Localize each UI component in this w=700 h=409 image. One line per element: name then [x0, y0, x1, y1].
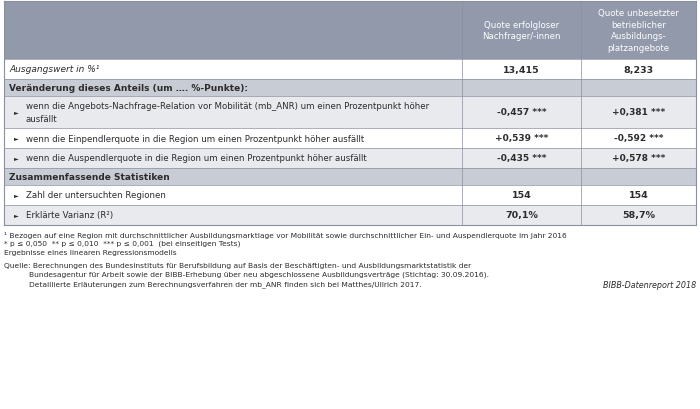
Text: Quelle: Berechnungen des Bundesinstituts für Berufsbildung auf Basis der Beschäf: Quelle: Berechnungen des Bundesinstituts…	[4, 262, 471, 268]
Bar	[4, 148, 696, 169]
Text: Erklärte Varianz (R²): Erklärte Varianz (R²)	[26, 211, 113, 220]
Text: BIBB-Datenreport 2018: BIBB-Datenreport 2018	[603, 280, 696, 289]
Bar	[4, 97, 696, 129]
Bar	[4, 169, 696, 186]
Text: wenn die Angebots-Nachfrage-Relation vor Mobilität (mb_ANR) um einen Prozentpunk: wenn die Angebots-Nachfrage-Relation vor…	[26, 102, 429, 124]
Text: 154: 154	[629, 191, 648, 200]
Text: Zusammenfassende Statistiken: Zusammenfassende Statistiken	[9, 173, 169, 182]
Text: -0,457 ***: -0,457 ***	[497, 108, 546, 117]
Text: * p ≤ 0,050  ** p ≤ 0,010  *** p ≤ 0,001  (bei einseitigen Tests): * p ≤ 0,050 ** p ≤ 0,010 *** p ≤ 0,001 (…	[4, 240, 241, 247]
Text: +0,578 ***: +0,578 ***	[612, 154, 665, 163]
Bar	[4, 60, 696, 80]
Text: Bundesagentur für Arbeit sowie der BIBB-Erhebung über neu abgeschlossene Ausbild: Bundesagentur für Arbeit sowie der BIBB-…	[29, 271, 489, 278]
Text: 8,233: 8,233	[624, 65, 654, 74]
Text: Detaillierte Erläuterungen zum Berechnungsverfahren der mb_ANR finden sich bei M: Detaillierte Erläuterungen zum Berechnun…	[29, 280, 421, 287]
Text: ►: ►	[14, 136, 19, 141]
Text: ¹ Bezogen auf eine Region mit durchschnittlicher Ausbildungsmarktlage vor Mobili: ¹ Bezogen auf eine Region mit durchschni…	[4, 231, 567, 238]
Bar	[4, 80, 696, 97]
Text: Ergebnisse eines linearen Regressionsmodells: Ergebnisse eines linearen Regressionsmod…	[4, 249, 176, 255]
Bar	[4, 2, 696, 60]
Bar	[4, 129, 696, 148]
Bar	[4, 186, 696, 205]
Text: +0,539 ***: +0,539 ***	[495, 134, 548, 143]
Text: -0,435 ***: -0,435 ***	[497, 154, 546, 163]
Text: -0,592 ***: -0,592 ***	[614, 134, 664, 143]
Text: wenn die Auspendlerquote in die Region um einen Prozentpunkt höher ausfällt: wenn die Auspendlerquote in die Region u…	[26, 154, 367, 163]
Text: Quote unbesetzter
betrieblicher
Ausbildungs-
platzangebote: Quote unbesetzter betrieblicher Ausbildu…	[598, 9, 679, 53]
Text: 70,1%: 70,1%	[505, 211, 538, 220]
Text: Zahl der untersuchten Regionen: Zahl der untersuchten Regionen	[26, 191, 166, 200]
Bar	[4, 205, 696, 225]
Text: ►: ►	[14, 213, 19, 218]
Text: ►: ►	[14, 110, 19, 115]
Text: ►: ►	[14, 193, 19, 198]
Text: ►: ►	[14, 156, 19, 161]
Text: Quote erfolgloser
Nachfrager/-innen: Quote erfolgloser Nachfrager/-innen	[482, 20, 561, 41]
Text: 154: 154	[512, 191, 531, 200]
Text: 13,415: 13,415	[503, 65, 540, 74]
Text: wenn die Einpendlerquote in die Region um einen Prozentpunkt höher ausfällt: wenn die Einpendlerquote in die Region u…	[26, 134, 364, 143]
Text: +0,381 ***: +0,381 ***	[612, 108, 665, 117]
Text: 58,7%: 58,7%	[622, 211, 655, 220]
Text: Veränderung dieses Anteils (um …. %-Punkte):: Veränderung dieses Anteils (um …. %-Punk…	[9, 84, 248, 93]
Text: Ausgangswert in %¹: Ausgangswert in %¹	[9, 65, 99, 74]
